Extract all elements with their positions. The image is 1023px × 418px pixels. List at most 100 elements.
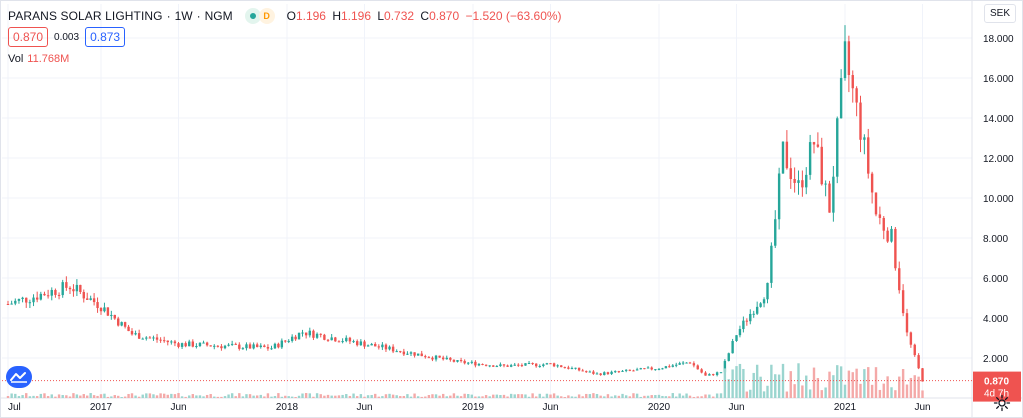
candle-body	[712, 374, 715, 376]
volume-bar	[545, 393, 549, 398]
volume-bar	[6, 396, 10, 398]
candle-body	[816, 144, 820, 147]
candle-body	[789, 168, 792, 180]
volume-bar	[21, 395, 24, 398]
currency-button[interactable]: SEK	[983, 4, 1016, 23]
candle-body	[277, 343, 280, 348]
candle-body	[731, 341, 734, 354]
y-tick-label: 14.000	[983, 114, 1014, 125]
candle-body	[341, 341, 344, 343]
volume-bar	[363, 396, 366, 398]
candle-body	[824, 183, 827, 185]
volume-bar	[180, 396, 184, 398]
volume-bar	[359, 394, 363, 398]
candle-body	[603, 372, 606, 376]
candle-body	[610, 371, 613, 375]
candle-body	[434, 355, 438, 360]
candle-body	[110, 314, 113, 316]
candle-body	[10, 303, 13, 305]
candle-body	[552, 363, 556, 367]
volume-bar	[25, 393, 28, 398]
candle-body	[661, 368, 664, 370]
gear-icon[interactable]	[993, 394, 1011, 412]
volume-bar	[715, 393, 719, 398]
volume-bar	[141, 394, 144, 398]
candle-body	[6, 304, 10, 305]
candle-body	[909, 332, 913, 345]
low-value: 0.732	[384, 9, 415, 23]
volume-bar	[184, 396, 187, 398]
candle-body	[808, 142, 812, 175]
candle-body	[173, 341, 177, 344]
volume-bar	[99, 394, 103, 398]
volume-bar	[173, 394, 177, 398]
candle-body	[220, 346, 223, 349]
volume-bar	[191, 394, 195, 398]
volume-bar	[106, 396, 110, 398]
candle-body	[520, 365, 524, 367]
volume-bar	[723, 368, 727, 398]
candle-body	[704, 372, 707, 376]
candle-body	[61, 282, 64, 296]
volume-bar	[581, 396, 584, 398]
volume-bar	[749, 389, 752, 398]
candle-body	[148, 337, 152, 339]
symbol-name[interactable]: PARANS SOLAR LIGHTING	[8, 9, 163, 23]
volume-bar	[603, 396, 606, 398]
candle-body	[606, 372, 610, 375]
candle-body	[238, 344, 241, 349]
volume-bar	[894, 390, 897, 398]
candle-body	[843, 41, 847, 79]
candle-body	[781, 141, 785, 174]
candle-body	[696, 365, 699, 370]
volume-bar	[921, 390, 924, 398]
volume-bar	[294, 396, 297, 398]
candle-body	[155, 337, 159, 340]
candle-body	[749, 313, 752, 322]
volume-bar	[639, 396, 642, 398]
bar-countdown: 4d 7h	[984, 389, 1009, 400]
candle-body	[574, 367, 577, 369]
volume-bar	[145, 393, 148, 398]
volume-bar	[32, 395, 35, 398]
interval[interactable]: 1W	[174, 9, 193, 23]
candle-body	[894, 228, 897, 269]
volume-bar	[352, 393, 355, 398]
bid-button[interactable]: 0.870	[8, 27, 49, 47]
tradingview-logo-icon[interactable]	[6, 366, 32, 388]
volume-bar	[195, 395, 198, 398]
volume-bar	[556, 395, 559, 398]
volume-bar	[742, 368, 745, 398]
volume-bar	[65, 395, 68, 398]
candle-body	[223, 345, 227, 349]
volume-bar	[513, 394, 516, 398]
volume-bar	[766, 385, 769, 398]
volume-bar	[424, 396, 427, 398]
candle-body	[870, 173, 874, 193]
candle-body	[882, 217, 885, 231]
volume-bar	[234, 396, 237, 398]
volume-bar	[538, 393, 541, 398]
candle-body	[130, 331, 134, 335]
volume-bar	[517, 394, 520, 398]
candle-body	[777, 173, 781, 220]
candle-body	[266, 347, 270, 349]
market-status[interactable]: D	[244, 8, 275, 24]
volume-bar	[308, 393, 311, 398]
candle-body	[467, 362, 470, 364]
volume-bar	[727, 379, 730, 398]
candle-body	[198, 342, 202, 347]
candle-body	[14, 300, 17, 304]
candle-body	[25, 297, 28, 303]
y-tick-label: 18.000	[983, 34, 1014, 45]
volume-bar	[188, 395, 191, 398]
ask-button[interactable]: 0.873	[85, 27, 126, 47]
y-tick-label: 12.000	[983, 154, 1014, 165]
candle-body	[57, 294, 61, 296]
volume-bar	[241, 396, 245, 398]
volume-bar	[905, 384, 909, 398]
volume-bar	[334, 395, 337, 398]
volume-bar	[86, 395, 89, 398]
candle-body	[513, 364, 516, 366]
